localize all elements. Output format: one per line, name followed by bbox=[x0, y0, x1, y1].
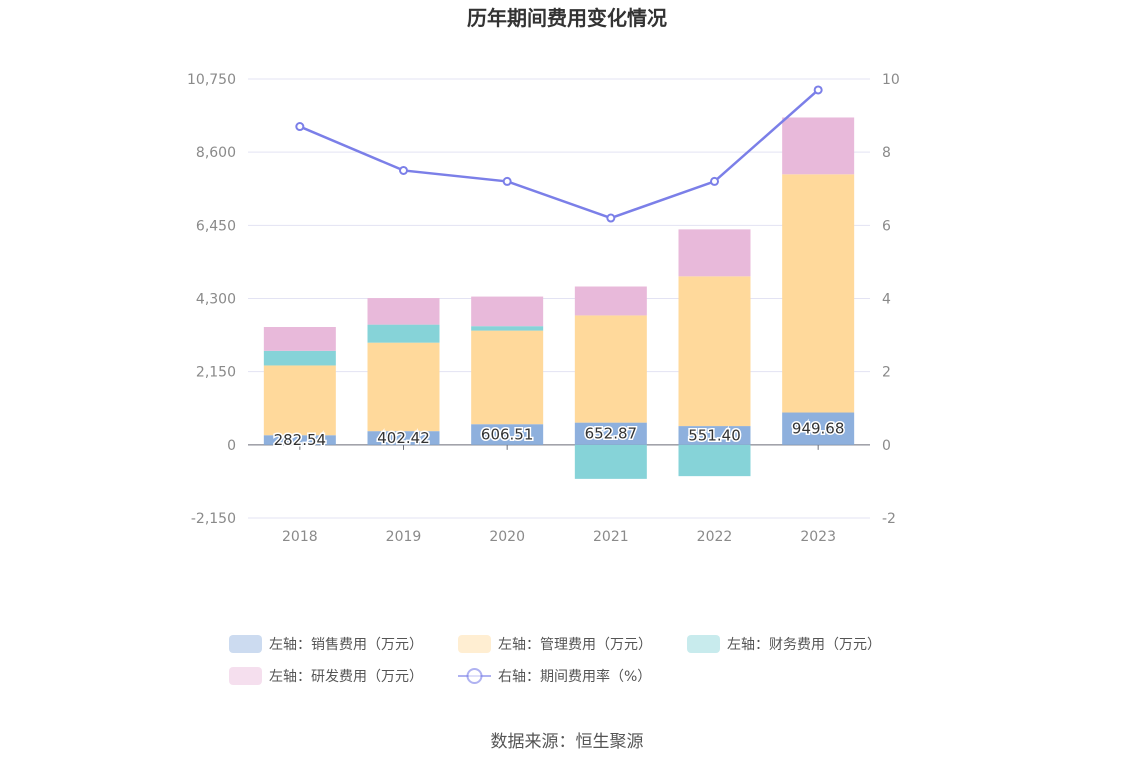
bar-3-2018 bbox=[263, 326, 336, 351]
legend-label: 左轴：管理费用（万元） bbox=[498, 637, 652, 653]
y-left-tick-label: 0 bbox=[227, 438, 236, 454]
bar-2-2018 bbox=[263, 350, 336, 366]
bar-1-2020 bbox=[471, 330, 544, 425]
legend-swatch bbox=[229, 667, 262, 685]
bar-3-2021 bbox=[574, 286, 647, 316]
data-label: 949.68 bbox=[792, 420, 845, 438]
legend-swatch bbox=[229, 635, 262, 653]
bar-1-2022 bbox=[678, 276, 751, 427]
chart-title: 历年期间费用变化情况 bbox=[467, 6, 667, 30]
bars: 282.54 402.42 606.51 652.87 551.40 949.68 bbox=[263, 117, 855, 479]
rate-point-2020 bbox=[502, 176, 512, 186]
data-label: 652.87 bbox=[585, 425, 638, 443]
y-left-tick-label: 4,300 bbox=[196, 292, 236, 308]
bar-3-2022 bbox=[678, 229, 751, 277]
legend: 左轴：销售费用（万元） 左轴：管理费用（万元） 左轴：财务费用（万元） 左轴：研发费用… bbox=[229, 635, 881, 685]
data-label: 606.51 bbox=[481, 426, 534, 444]
bar-0-2021 bbox=[574, 422, 647, 445]
y-right-tick-label: 2 bbox=[882, 365, 891, 381]
bar-2-2020 bbox=[471, 326, 544, 331]
bar-2-2022 bbox=[678, 444, 751, 477]
bar-2-2021 bbox=[574, 444, 647, 479]
x-tick-label: 2020 bbox=[489, 529, 525, 545]
bar-0-2018 bbox=[263, 435, 336, 445]
data-label: 282.54 bbox=[274, 431, 327, 449]
x-tick-label: 2018 bbox=[282, 529, 318, 545]
bar-1-2018 bbox=[263, 365, 336, 436]
bar-1-2019 bbox=[367, 342, 440, 432]
bar-1-2023 bbox=[782, 174, 855, 413]
y-left-tick-label: -2,150 bbox=[191, 511, 236, 527]
bar-0-2020 bbox=[471, 424, 544, 445]
y-left-tick-label: 2,150 bbox=[196, 365, 236, 381]
bar-3-2020 bbox=[471, 296, 544, 327]
y-right-tick-label: 4 bbox=[882, 292, 891, 308]
y-right-tick-label: 6 bbox=[882, 218, 891, 234]
bar-2-2019 bbox=[367, 324, 440, 343]
legend-label: 左轴：销售费用（万元） bbox=[269, 637, 423, 653]
data-label: 402.42 bbox=[377, 429, 430, 447]
bar-1-2021 bbox=[574, 315, 647, 423]
y-right-tick-label: -2 bbox=[882, 511, 896, 527]
legend-label: 右轴：期间费用率（%） bbox=[498, 668, 651, 685]
data-label: 551.40 bbox=[688, 426, 741, 444]
legend-swatch bbox=[687, 635, 720, 653]
bar-0-2019 bbox=[367, 431, 440, 445]
x-tick-label: 2023 bbox=[800, 529, 836, 545]
bar-3-2023 bbox=[782, 117, 855, 175]
x-tick-label: 2022 bbox=[697, 529, 733, 545]
x-tick-label: 2019 bbox=[386, 529, 422, 545]
x-tick-label: 2021 bbox=[593, 529, 629, 545]
y-left-tick-label: 8,600 bbox=[196, 145, 236, 161]
source-note: 数据来源：恒生聚源 bbox=[491, 732, 644, 752]
rate-point-2021 bbox=[606, 213, 616, 223]
line-series bbox=[295, 85, 823, 223]
bar-0-2022 bbox=[678, 426, 751, 445]
y-right-tick-label: 10 bbox=[882, 72, 900, 88]
legend-label: 左轴：研发费用（万元） bbox=[269, 669, 423, 685]
rate-line bbox=[299, 89, 819, 220]
axes: -2,150 -2 0 0 2,150 2 4,300 4 6,450 6 8,600 8 10,750… bbox=[187, 72, 900, 545]
legend-label: 左轴：财务费用（万元） bbox=[727, 637, 881, 653]
legend-swatch bbox=[458, 635, 491, 653]
rate-point-2019 bbox=[399, 165, 408, 175]
rate-point-2023 bbox=[813, 85, 823, 95]
bar-0-2023 bbox=[782, 412, 855, 445]
rate-point-2022 bbox=[710, 176, 719, 186]
y-right-tick-label: 8 bbox=[882, 145, 891, 161]
y-right-tick-label: 0 bbox=[882, 438, 891, 454]
rate-point-2018 bbox=[295, 122, 305, 132]
y-left-tick-label: 10,750 bbox=[187, 72, 236, 88]
legend-swatch-marker bbox=[466, 668, 483, 684]
y-left-tick-label: 6,450 bbox=[196, 218, 236, 234]
bar-3-2019 bbox=[367, 298, 440, 325]
